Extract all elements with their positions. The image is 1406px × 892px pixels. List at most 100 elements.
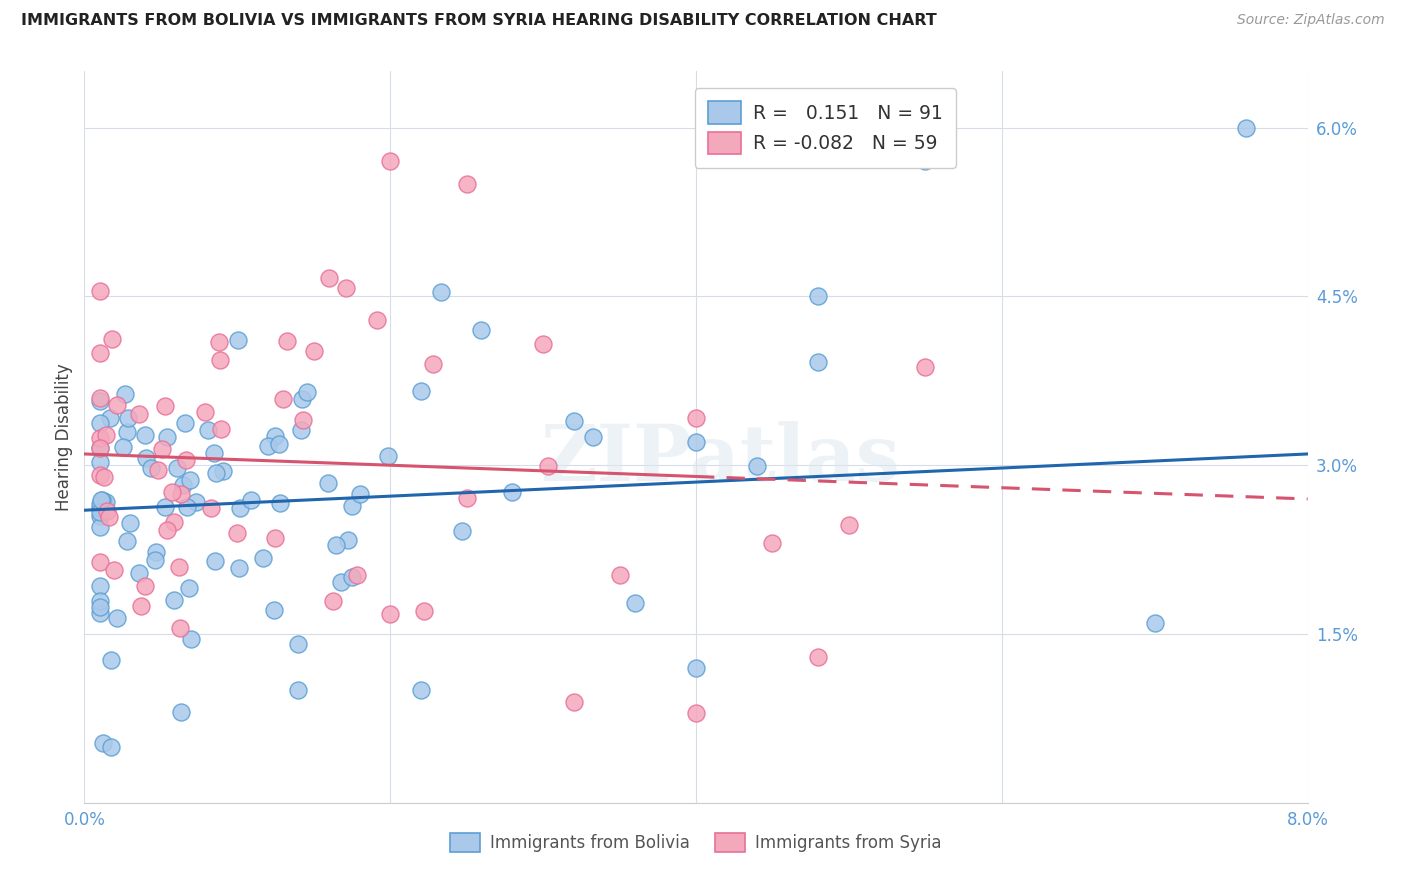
Point bbox=[211, 464, 233, 478]
Point bbox=[536, 459, 558, 474]
Point bbox=[346, 567, 368, 582]
Point bbox=[239, 493, 262, 508]
Point bbox=[105, 611, 128, 625]
Point bbox=[89, 520, 111, 534]
Point bbox=[179, 473, 201, 487]
Point bbox=[456, 491, 478, 506]
Point bbox=[90, 493, 112, 508]
Point bbox=[150, 442, 173, 456]
Point bbox=[89, 345, 111, 359]
Point bbox=[89, 441, 111, 455]
Point bbox=[336, 533, 359, 548]
Point bbox=[93, 736, 115, 750]
Point bbox=[156, 523, 179, 537]
Point bbox=[377, 449, 399, 463]
Point bbox=[562, 694, 585, 708]
Point bbox=[89, 555, 111, 569]
Point bbox=[146, 463, 169, 477]
Point bbox=[380, 154, 402, 169]
Point bbox=[531, 337, 554, 351]
Point bbox=[101, 332, 124, 346]
Point bbox=[470, 323, 492, 337]
Text: Source: ZipAtlas.com: Source: ZipAtlas.com bbox=[1237, 13, 1385, 28]
Point bbox=[172, 477, 194, 491]
Point bbox=[100, 653, 122, 667]
Point bbox=[263, 602, 285, 616]
Point bbox=[807, 355, 830, 369]
Point bbox=[156, 430, 179, 444]
Point bbox=[685, 706, 707, 720]
Point bbox=[176, 500, 198, 514]
Point bbox=[807, 649, 830, 664]
Point bbox=[91, 492, 114, 507]
Point bbox=[287, 683, 309, 698]
Point bbox=[228, 561, 250, 575]
Point bbox=[205, 466, 228, 480]
Point bbox=[252, 550, 274, 565]
Point bbox=[129, 599, 152, 613]
Point bbox=[100, 739, 122, 754]
Point bbox=[117, 411, 139, 425]
Point bbox=[103, 563, 125, 577]
Point bbox=[318, 271, 340, 285]
Point bbox=[276, 334, 298, 348]
Point bbox=[115, 425, 138, 439]
Point bbox=[89, 500, 111, 515]
Point bbox=[562, 414, 585, 428]
Point bbox=[169, 487, 191, 501]
Point bbox=[163, 515, 186, 529]
Point bbox=[422, 357, 444, 371]
Y-axis label: Hearing Disability: Hearing Disability bbox=[55, 363, 73, 511]
Point bbox=[914, 154, 936, 169]
Point bbox=[226, 334, 249, 348]
Point bbox=[89, 455, 111, 469]
Point bbox=[89, 468, 111, 483]
Point bbox=[290, 423, 312, 437]
Point bbox=[160, 485, 183, 500]
Point bbox=[145, 545, 167, 559]
Point bbox=[105, 398, 128, 412]
Point bbox=[98, 411, 121, 425]
Point bbox=[318, 476, 340, 491]
Point bbox=[349, 487, 371, 501]
Point bbox=[184, 495, 207, 509]
Point bbox=[179, 582, 201, 596]
Point bbox=[582, 429, 605, 443]
Point bbox=[747, 459, 769, 474]
Point bbox=[143, 553, 166, 567]
Point bbox=[89, 393, 111, 408]
Point bbox=[838, 518, 860, 533]
Point bbox=[89, 441, 111, 455]
Point bbox=[271, 392, 294, 407]
Point bbox=[174, 416, 197, 430]
Point bbox=[89, 606, 111, 620]
Point bbox=[96, 504, 118, 518]
Point bbox=[380, 607, 402, 621]
Point bbox=[89, 600, 111, 615]
Point bbox=[166, 461, 188, 475]
Point bbox=[325, 538, 347, 552]
Point bbox=[139, 460, 162, 475]
Point bbox=[170, 705, 193, 719]
Point bbox=[295, 384, 318, 399]
Point bbox=[128, 407, 150, 421]
Point bbox=[225, 526, 247, 541]
Point bbox=[96, 427, 118, 442]
Point bbox=[267, 436, 290, 450]
Point bbox=[609, 568, 631, 582]
Point bbox=[685, 434, 707, 449]
Point bbox=[429, 285, 451, 300]
Point bbox=[330, 574, 353, 589]
Point bbox=[89, 579, 111, 593]
Point bbox=[180, 632, 202, 647]
Point bbox=[409, 384, 432, 399]
Point bbox=[94, 495, 117, 509]
Point bbox=[322, 594, 344, 608]
Point bbox=[685, 661, 707, 675]
Point bbox=[89, 392, 111, 406]
Point bbox=[114, 386, 136, 401]
Point bbox=[200, 501, 222, 516]
Point bbox=[502, 484, 524, 499]
Point bbox=[98, 509, 121, 524]
Point bbox=[340, 499, 363, 513]
